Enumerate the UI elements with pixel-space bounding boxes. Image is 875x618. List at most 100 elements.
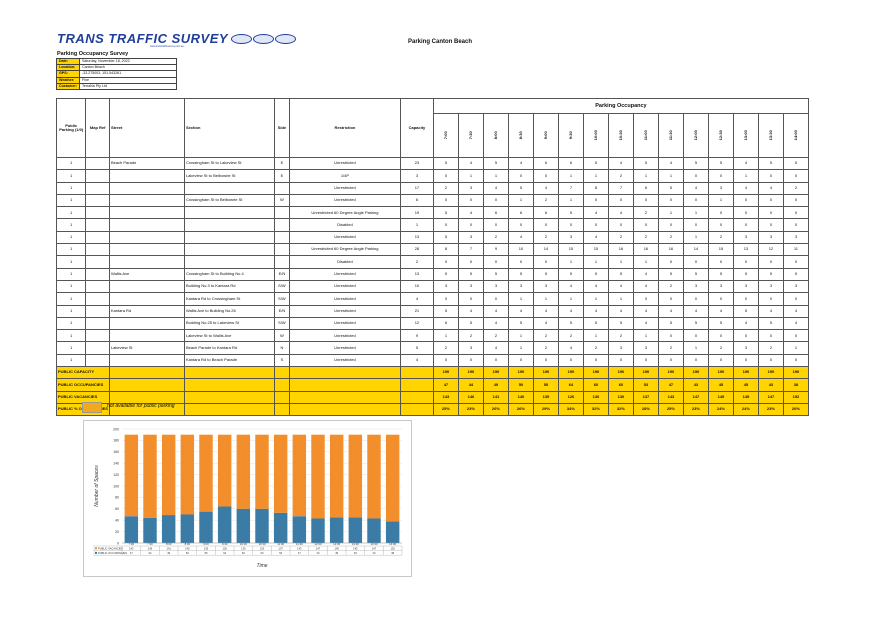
summary-value: 135 <box>532 390 559 404</box>
bar-occupancies <box>217 506 232 543</box>
cell-public-parking: 1 <box>55 243 87 257</box>
cell-occupancy: 15 <box>557 243 584 257</box>
info-label: Customer: <box>56 82 80 90</box>
cell-occupancy: 2 <box>532 193 559 208</box>
data-table-value: 145 <box>353 546 358 550</box>
cell-occupancy: 0 <box>557 353 584 368</box>
x-tick-label: 7:30 <box>147 542 153 546</box>
bar-occupancies <box>180 514 195 543</box>
summary-empty-cell <box>288 402 401 417</box>
bar-occupancies <box>348 517 363 543</box>
cell-occupancy: 4 <box>482 181 509 195</box>
data-table-value: 45 <box>354 551 357 555</box>
summary-value: 49 <box>482 378 509 392</box>
cell-occupancy: 3 <box>707 279 734 294</box>
data-table-value: 44 <box>149 551 152 555</box>
cell-occupancy: 1 <box>682 341 709 355</box>
cell-occupancy: 3 <box>532 279 559 294</box>
data-table-value: 137 <box>279 546 284 550</box>
cell-occupancy: 0 <box>782 206 809 220</box>
cell-occupancy: 0 <box>682 218 709 232</box>
bar-vacancies <box>143 434 157 518</box>
data-table-value: 147 <box>316 546 321 550</box>
header-time-label: 14:00 <box>792 130 798 141</box>
cell-occupancy: 9 <box>482 243 509 257</box>
summary-empty-cell <box>108 390 185 404</box>
cell-occupancy: 4 <box>682 181 709 195</box>
header-time-label: 10:30 <box>617 130 623 141</box>
header-time: 11:30 <box>657 113 684 158</box>
cell-map-ref <box>85 316 110 331</box>
cell-occupancy: 0 <box>432 255 459 269</box>
summary-value: 137 <box>632 390 659 404</box>
summary-value: 23% <box>757 402 784 417</box>
header-time-label: 8:30 <box>517 131 523 140</box>
cell-occupancy: 0 <box>707 353 734 368</box>
summary-empty-cell <box>108 402 185 417</box>
cell-public-parking: 1 <box>55 304 87 318</box>
cell-occupancy: 0 <box>457 255 484 269</box>
summary-value: 24% <box>707 402 734 417</box>
logo-bubbles-icon <box>230 33 297 44</box>
cell-occupancy: 6 <box>532 156 559 171</box>
cell-occupancy: 4 <box>607 156 634 171</box>
summary-value: 23% <box>457 402 484 417</box>
cell-occupancy: 4 <box>482 304 509 318</box>
cell-occupancy: 2 <box>532 341 559 355</box>
cell-map-ref <box>85 243 110 257</box>
bar-occupancies <box>367 518 381 543</box>
header-section: Section <box>183 98 275 158</box>
bar-vacancies <box>292 434 307 517</box>
x-tick-label: 11:30 <box>296 542 303 546</box>
cell-occupancy: 0 <box>582 193 609 208</box>
cell-occupancy: 11 <box>782 243 809 257</box>
cell-occupancy: 0 <box>482 292 509 306</box>
cell-occupancy: 4 <box>607 304 634 318</box>
cell-occupancy: 0 <box>707 206 734 220</box>
data-table-value: 53 <box>279 551 282 555</box>
summary-label: PUBLIC CAPACITY <box>56 366 110 380</box>
cell-occupancy: 4 <box>732 181 759 195</box>
header-time: 13:30 <box>757 113 784 158</box>
cell-occupancy: 1 <box>482 169 509 183</box>
cell-occupancy: 4 <box>632 316 659 331</box>
cell-occupancy: 3 <box>782 230 809 245</box>
cell-capacity: 19 <box>399 206 434 220</box>
cell-occupancy: 6 <box>557 156 584 171</box>
cell-occupancy: 4 <box>732 156 759 171</box>
header-time: 12:00 <box>682 113 709 158</box>
cell-public-parking: 1 <box>55 218 87 232</box>
cell-map-ref <box>85 206 110 220</box>
summary-empty-cell <box>183 378 275 392</box>
x-tick-label: 10:00 <box>240 542 247 546</box>
cell-occupancy: 2 <box>482 230 509 245</box>
cell-street <box>108 353 185 368</box>
bar-vacancies <box>217 434 232 507</box>
cell-occupancy: 0 <box>657 329 684 343</box>
cell-section: Beach Parade to Kantara Rd <box>183 341 275 355</box>
cell-street <box>108 169 185 183</box>
cell-occupancy: 5 <box>757 316 784 331</box>
occupancy-chart: 0 20 40 60 80 100 120 140 160 180 200 7:00 7:30 8:00 8… <box>83 420 412 577</box>
cell-occupancy: 1 <box>582 255 609 269</box>
summary-value: 50 <box>507 378 534 392</box>
cell-occupancy: 0 <box>582 218 609 232</box>
cell-capacity: 4 <box>399 292 434 306</box>
cell-occupancy: 5 <box>657 316 684 331</box>
bar-vacancies <box>329 434 344 518</box>
bar-occupancies <box>329 517 344 543</box>
cell-occupancy: 4 <box>732 316 759 331</box>
header-public-parking: Public Parking (1/0) <box>55 98 87 158</box>
cell-occupancy: 1 <box>507 193 534 208</box>
cell-occupancy: 2 <box>707 230 734 245</box>
cell-occupancy: 3 <box>557 230 584 245</box>
table-row: 1 Unrestricted 60 Degree Angle Parking 19 5… <box>55 206 809 220</box>
summary-value: 32% <box>607 402 634 417</box>
cell-occupancy: 5 <box>482 156 509 171</box>
summary-empty-cell <box>273 402 290 417</box>
cell-occupancy: 0 <box>532 255 559 269</box>
y-axis-title: Number of Spaces <box>94 465 100 507</box>
cell-occupancy: 0 <box>657 292 684 306</box>
summary-empty-cell <box>288 366 401 380</box>
cell-occupancy: 0 <box>632 193 659 208</box>
